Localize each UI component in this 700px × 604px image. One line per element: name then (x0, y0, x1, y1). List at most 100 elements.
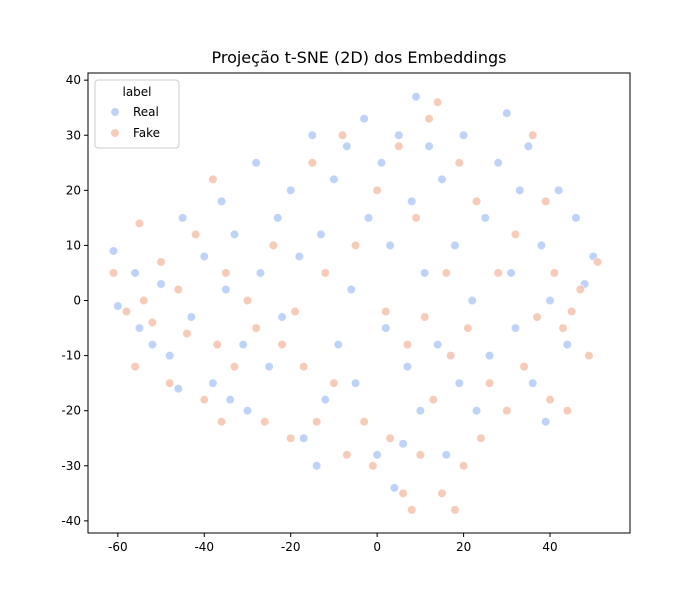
point (394, 130, 404, 140)
point (130, 268, 140, 278)
point (273, 213, 283, 223)
point (441, 450, 451, 460)
point (385, 240, 395, 251)
point (545, 395, 555, 405)
point (437, 488, 447, 498)
point (493, 158, 503, 168)
point (450, 505, 460, 515)
point (562, 339, 572, 350)
point (286, 433, 296, 443)
point (329, 378, 339, 388)
point (108, 246, 119, 256)
point (216, 196, 227, 206)
point (571, 213, 581, 223)
point (212, 339, 222, 350)
y-tick-label: -10 (61, 349, 81, 363)
point (424, 141, 434, 151)
point (147, 339, 158, 350)
point (528, 130, 538, 140)
point (238, 339, 248, 350)
point (385, 433, 395, 443)
point (350, 378, 361, 388)
point (307, 158, 317, 168)
point (510, 229, 521, 240)
point (446, 351, 456, 361)
point (510, 323, 521, 333)
point (320, 268, 330, 278)
point (113, 301, 123, 311)
point (134, 323, 145, 333)
point (376, 158, 387, 168)
point (286, 185, 296, 195)
point (567, 306, 577, 317)
point (165, 378, 175, 388)
point (519, 362, 529, 372)
point (541, 417, 551, 427)
point (260, 417, 270, 427)
y-tick-label: 20 (66, 183, 81, 197)
point (441, 268, 451, 278)
point (454, 378, 464, 388)
point (337, 130, 348, 140)
point (381, 323, 391, 333)
point (463, 323, 473, 333)
point (450, 240, 460, 251)
point (389, 483, 400, 493)
legend-marker (110, 107, 120, 117)
point (229, 362, 240, 372)
point (394, 141, 404, 151)
point (398, 439, 408, 449)
point (359, 114, 369, 124)
point (299, 362, 309, 372)
y-tick-label: 30 (66, 128, 81, 142)
point (575, 284, 585, 295)
point (299, 433, 309, 443)
point (502, 108, 512, 118)
point (476, 433, 486, 443)
point (424, 114, 434, 124)
point (407, 505, 417, 515)
point (225, 395, 235, 405)
x-tick-label: -60 (108, 540, 128, 554)
point (268, 240, 279, 251)
axes-frame (87, 72, 631, 534)
point (342, 141, 352, 151)
x-tick-label: -40 (194, 540, 214, 554)
point (484, 378, 495, 388)
point (454, 158, 464, 168)
x-tick-label: 0 (373, 540, 381, 554)
point (156, 257, 166, 267)
point (242, 406, 253, 416)
point (342, 450, 352, 460)
point (251, 158, 261, 168)
point (532, 312, 542, 322)
point (484, 351, 495, 361)
point (402, 362, 413, 372)
point (277, 312, 287, 322)
y-tick-label: 40 (66, 73, 81, 87)
point (165, 351, 175, 361)
point (458, 130, 469, 140)
point (467, 295, 477, 306)
point (428, 395, 438, 405)
point (433, 339, 443, 350)
point (191, 229, 201, 240)
point (558, 323, 568, 333)
point (523, 141, 534, 151)
point (584, 351, 594, 361)
plot-area (108, 92, 603, 515)
point (372, 185, 382, 195)
y-tick-label: -40 (61, 514, 81, 528)
point (471, 196, 482, 206)
point (433, 97, 443, 107)
legend-label: Fake (133, 126, 160, 140)
x-tick-label: -20 (281, 540, 301, 554)
point (307, 130, 317, 140)
point (264, 362, 274, 372)
point (515, 185, 525, 195)
point (562, 406, 572, 416)
legend-label: Real (133, 105, 159, 119)
point (402, 339, 413, 350)
point (130, 362, 140, 372)
